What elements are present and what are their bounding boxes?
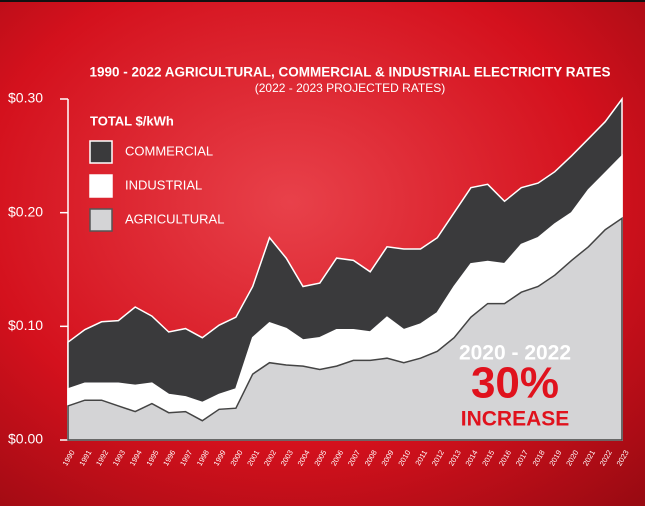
annotation-text: INCREASE bbox=[461, 408, 570, 431]
annotation-range: 2020 - 2022 bbox=[459, 342, 571, 365]
area-agricultural bbox=[67, 216, 623, 441]
legend-swatch bbox=[89, 208, 113, 232]
y-tick-label: $0.20 bbox=[8, 203, 43, 219]
y-tick-label: $0.30 bbox=[8, 90, 43, 106]
y-tick-label: $0.00 bbox=[8, 431, 43, 447]
legend-swatch bbox=[89, 174, 113, 198]
y-tick-label: $0.10 bbox=[8, 317, 43, 333]
legend-label: COMMERCIAL bbox=[125, 143, 213, 158]
chart-title: 1990 - 2022 AGRICULTURAL, COMMERCIAL & I… bbox=[89, 65, 610, 80]
legend-label: AGRICULTURAL bbox=[125, 211, 224, 226]
annotation-percent: 30% bbox=[471, 359, 559, 408]
chart-subtitle: (2022 - 2023 PROJECTED RATES) bbox=[255, 81, 446, 95]
legend-label: INDUSTRIAL bbox=[125, 177, 202, 192]
legend-swatch bbox=[89, 140, 113, 164]
legend-title: TOTAL $/kWh bbox=[90, 113, 174, 128]
